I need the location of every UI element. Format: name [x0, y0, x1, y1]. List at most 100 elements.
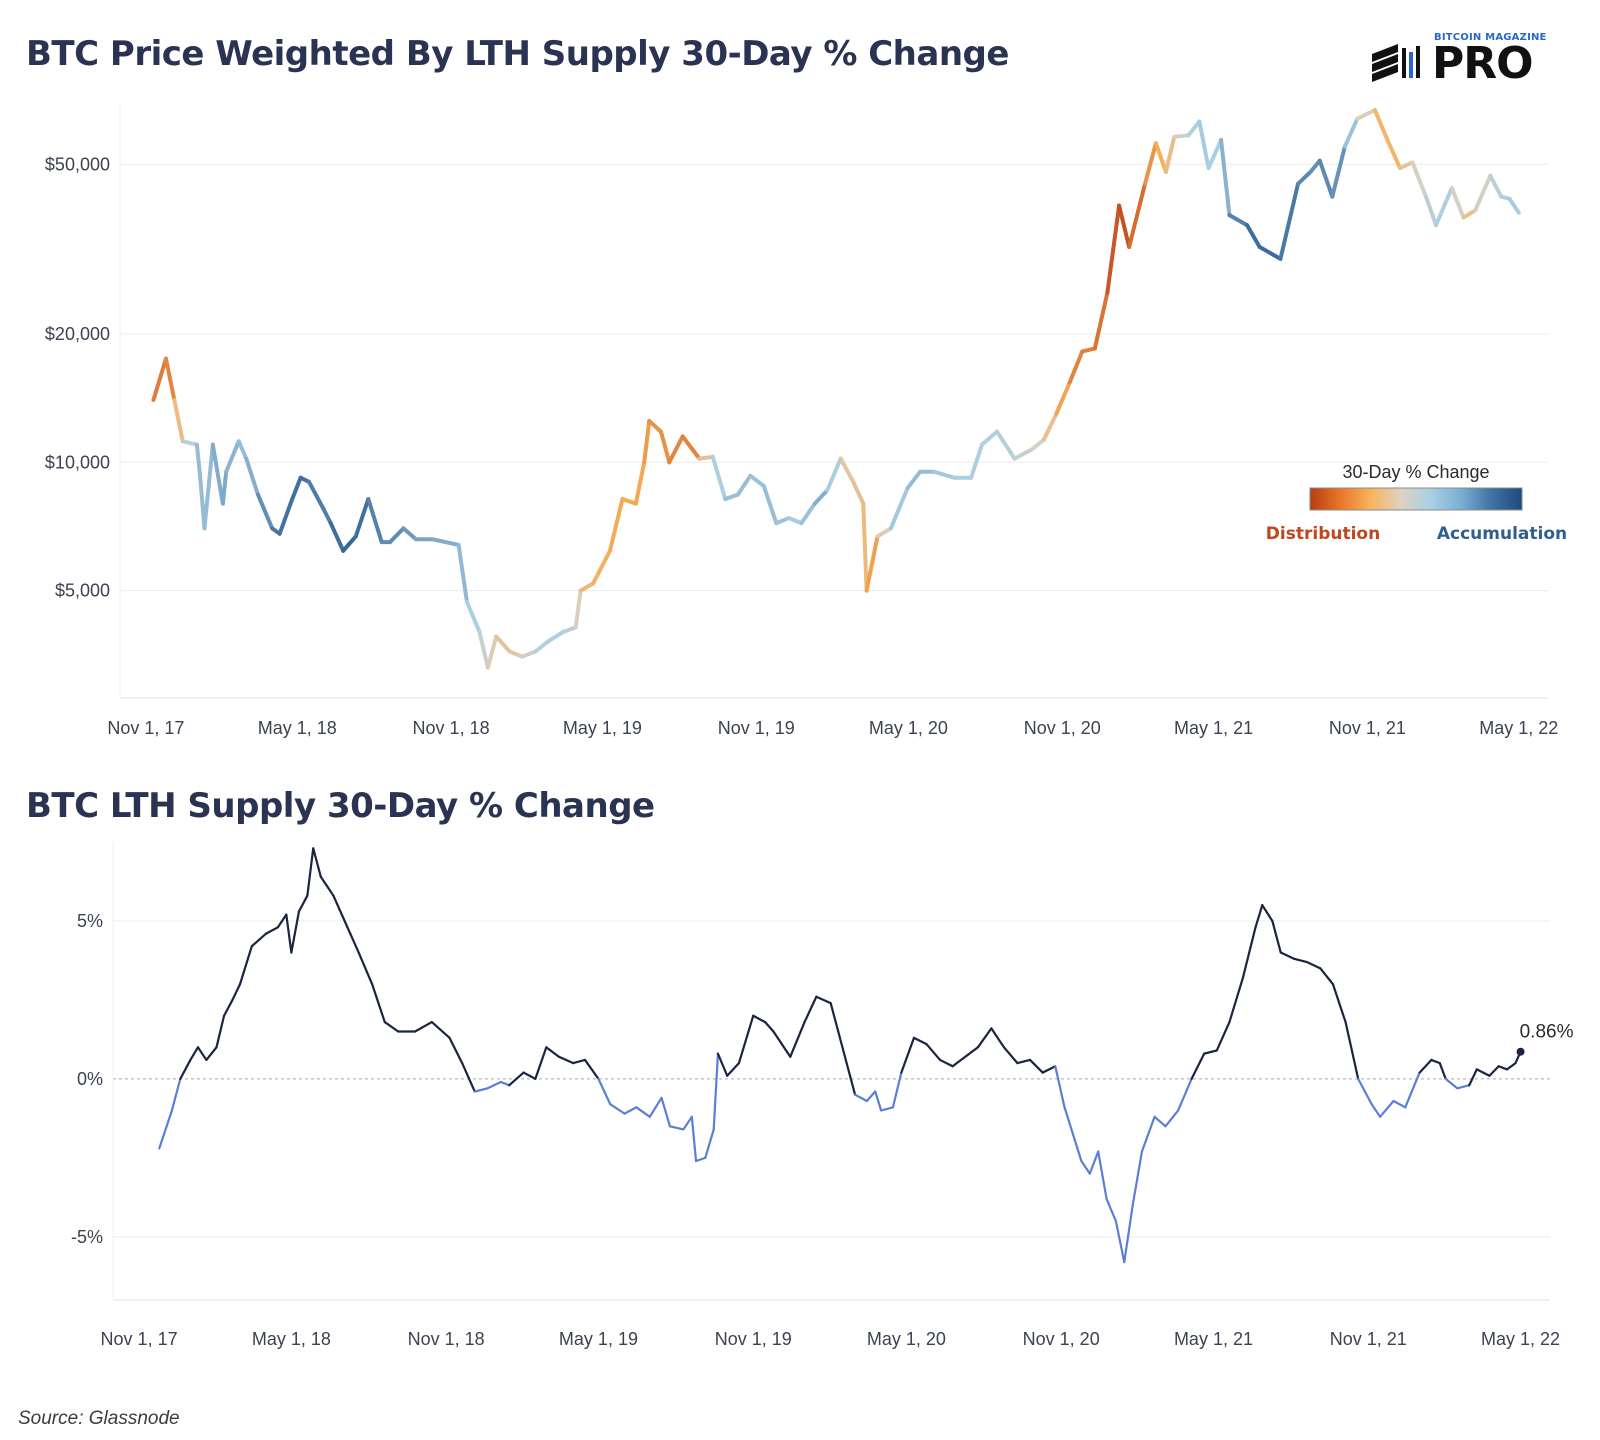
change-line-segment — [1357, 1077, 1373, 1106]
change-line-segment — [196, 1046, 208, 1062]
price-x-tick-label: May 1, 19 — [563, 718, 642, 738]
change-line-segment — [829, 1001, 840, 1033]
price-line-segment — [620, 497, 638, 506]
change-line-segment — [752, 1014, 767, 1024]
price-x-tick-label: May 1, 20 — [869, 718, 948, 738]
price-line-segment — [1054, 380, 1072, 416]
price-line-segment — [546, 629, 566, 644]
change-line-segment — [572, 1058, 587, 1065]
price-line-segment — [172, 398, 185, 444]
change-line-segment — [1254, 904, 1264, 929]
change-x-tick-label: Nov 1, 17 — [101, 1329, 178, 1349]
change-line-segment — [880, 1106, 895, 1112]
price-line-segment — [430, 537, 461, 547]
change-line-segment — [290, 910, 301, 954]
change-line-segment — [508, 1071, 525, 1087]
change-line-segment — [332, 894, 348, 926]
change-line-segment — [1105, 1197, 1117, 1223]
change-line-segment — [660, 1096, 672, 1128]
price-y-tick-label: $5,000 — [55, 581, 110, 601]
price-line-segment — [180, 439, 199, 447]
change-line-segment — [891, 1071, 903, 1109]
price-line-segment — [1330, 144, 1347, 199]
price-line-segment — [1317, 158, 1335, 199]
change-line-segment — [215, 1014, 226, 1049]
change-line-segment — [1444, 1077, 1459, 1090]
change-line-segment — [772, 1030, 783, 1046]
price-chart-title: BTC Price Weighted By LTH Supply 30-Day … — [26, 34, 1009, 74]
price-line-segment — [1163, 134, 1177, 174]
price-line-segment — [861, 501, 869, 593]
price-line-segment — [1449, 185, 1466, 220]
price-line-segment — [1197, 119, 1211, 171]
change-line-segment — [737, 1014, 755, 1065]
latest-value-dot — [1516, 1047, 1525, 1056]
change-line-segment — [1456, 1084, 1471, 1090]
price-line-segment — [710, 454, 728, 502]
price-line-segment — [366, 497, 384, 545]
change-line-segment — [609, 1103, 626, 1115]
change-line-segment — [1392, 1099, 1407, 1109]
price-line-segment — [456, 542, 469, 605]
price-line-segment — [1423, 194, 1438, 228]
change-line-segment — [1319, 967, 1335, 986]
change-x-tick-label: May 1, 21 — [1174, 1329, 1253, 1349]
change-line-segment — [312, 847, 322, 878]
legend-accumulation-label: Accumulation — [1437, 524, 1567, 544]
change-line-segment — [1344, 1020, 1360, 1080]
change-line-segment — [815, 995, 832, 1005]
change-line-segment — [534, 1046, 548, 1080]
price-line-segment — [1012, 447, 1034, 461]
price-x-tick-label: Nov 1, 18 — [413, 718, 490, 738]
change-x-tick-label: Nov 1, 21 — [1330, 1329, 1407, 1349]
price-chart-x-axis: Nov 1, 17 May 1, 18 Nov 1, 18 May 1, 19 Nov … — [107, 718, 1558, 738]
price-line-segment — [507, 649, 525, 659]
change-x-tick-label: Nov 1, 20 — [1023, 1329, 1100, 1349]
price-line-segment — [341, 534, 358, 553]
change-line-segment — [250, 932, 268, 948]
change-line-segment — [1140, 1115, 1156, 1153]
logo-main-text: PRO — [1432, 38, 1534, 89]
change-line-segment — [763, 1020, 775, 1033]
change-line-segment — [1497, 1065, 1509, 1071]
change-line-segment — [1041, 1065, 1057, 1074]
price-line-segment — [224, 439, 241, 474]
price-line-segment — [1153, 141, 1168, 174]
change-line-segment — [716, 1052, 729, 1077]
change-line-segment — [189, 1046, 200, 1062]
change-line-segment — [1488, 1065, 1500, 1077]
change-line-segment — [1468, 1068, 1478, 1087]
price-line-segment — [220, 469, 229, 506]
change-y-tick-label: 0% — [77, 1069, 103, 1089]
change-line-segment — [865, 1090, 877, 1103]
price-x-tick-label: Nov 1, 21 — [1329, 718, 1406, 738]
change-line-segment — [430, 1020, 451, 1039]
change-line-segment — [170, 1077, 182, 1112]
price-line-segment — [1372, 108, 1390, 143]
price-line-segment — [1186, 119, 1202, 138]
change-line-segment — [690, 1115, 698, 1163]
price-line-segment — [1029, 437, 1046, 452]
change-line-segment — [1279, 951, 1296, 960]
change-chart: 5% 0% -5% Nov 1, 17 May 1, 18 Nov 1, 18 May 1… — [71, 842, 1574, 1349]
change-line-segment — [712, 1052, 720, 1131]
change-line-segment — [158, 1109, 173, 1150]
change-line-segment — [1505, 1062, 1517, 1071]
price-line-segment — [1127, 181, 1148, 249]
price-line-segment — [561, 625, 578, 634]
change-line-segment — [276, 913, 288, 929]
change-line-segment — [1080, 1159, 1091, 1175]
change-line-segment — [938, 1058, 954, 1068]
price-line-segment — [723, 492, 740, 502]
change-line-segment — [597, 1077, 612, 1106]
price-line-segment — [851, 479, 866, 506]
price-line-segment — [1143, 141, 1158, 186]
change-line-segment — [297, 894, 309, 913]
price-line-segment — [888, 486, 910, 531]
price-line-segment — [1206, 138, 1224, 171]
price-line-segment — [328, 521, 346, 553]
change-line-segment — [1054, 1065, 1066, 1109]
change-chart-y-axis: 5% 0% -5% — [71, 911, 103, 1247]
change-line-segment — [976, 1027, 993, 1049]
price-line-segment — [533, 639, 551, 654]
